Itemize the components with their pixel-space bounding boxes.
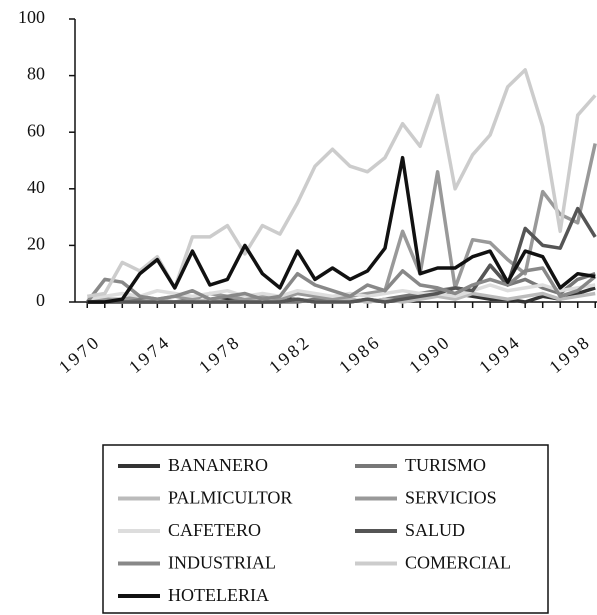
legend-label: PALMICULTOR bbox=[168, 488, 292, 508]
y-tick-label: 80 bbox=[27, 64, 45, 84]
x-tick-label: 1986 bbox=[335, 331, 385, 377]
legend-label: SALUD bbox=[405, 520, 465, 540]
y-tick-label: 60 bbox=[27, 120, 45, 140]
x-tick-label: 1994 bbox=[475, 331, 525, 377]
legend-label: CAFETERO bbox=[168, 520, 261, 540]
x-tick-label: 1970 bbox=[55, 331, 105, 377]
legend-label: COMERCIAL bbox=[405, 553, 511, 573]
series-line bbox=[85, 266, 597, 304]
legend-label: SERVICIOS bbox=[405, 488, 497, 508]
x-tick-label: 1978 bbox=[195, 331, 245, 377]
y-tick-label: 0 bbox=[36, 290, 45, 310]
x-tick-label: 1982 bbox=[265, 331, 315, 377]
x-tick-label: 1990 bbox=[405, 331, 455, 377]
legend-label: INDUSTRIAL bbox=[168, 553, 276, 573]
x-tick-label: 1998 bbox=[545, 331, 595, 377]
legend-label: BANANERO bbox=[168, 455, 268, 475]
series-line bbox=[87, 155, 596, 304]
legend-label: TURISMO bbox=[405, 455, 486, 475]
legend-label: HOTELERIA bbox=[168, 585, 269, 605]
y-tick-label: 20 bbox=[27, 234, 45, 254]
x-tick-label: 1974 bbox=[125, 331, 175, 377]
y-tick-label: 100 bbox=[18, 7, 45, 27]
series-line bbox=[87, 143, 597, 304]
y-tick-label: 40 bbox=[27, 177, 45, 197]
legend-box bbox=[102, 444, 549, 614]
